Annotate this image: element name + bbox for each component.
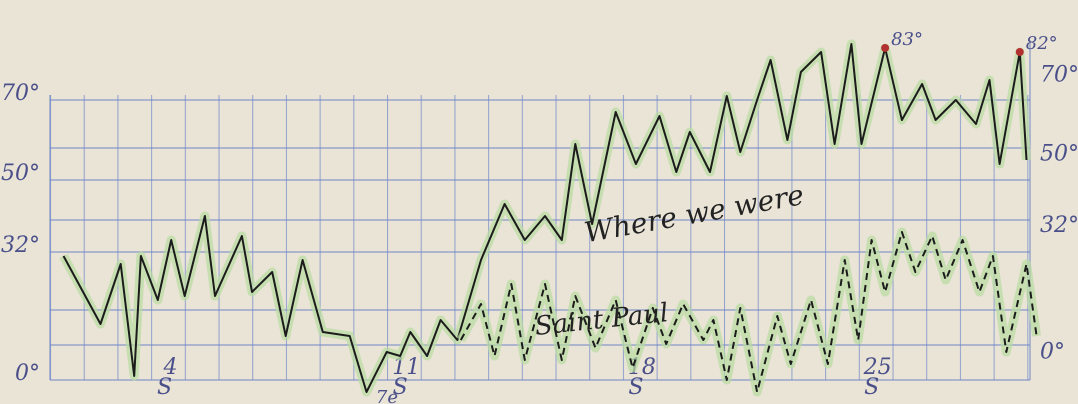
annotation-dot [1015,48,1024,56]
series-line [62,43,1028,393]
series-line [459,231,1038,393]
y-tick-label: 32° [1,233,40,258]
x-tick-sublabel: S [157,375,172,400]
annotation: 82° [1026,33,1058,54]
x-tick-label: 25 [863,355,892,380]
y-tick-label: 0° [15,361,40,386]
x-tick-sublabel: S [393,375,408,400]
y-tick-label: 70° [1,81,40,106]
y2-tick-label: 70° [1040,63,1078,88]
y2-tick-label: 0° [1040,339,1065,364]
x-tick-sublabel: S [864,375,879,400]
x-tick-label: 4 [162,355,177,380]
y2-tick-label: 32° [1040,213,1078,238]
annotation: 7e [376,387,398,404]
annotation: 83° [891,29,923,50]
annotation-dot [881,44,890,52]
y-tick-label: 50° [1,161,40,186]
x-tick-sublabel: S [628,375,643,400]
day-grid [50,95,1030,380]
y2-tick-label: 50° [1040,142,1078,167]
